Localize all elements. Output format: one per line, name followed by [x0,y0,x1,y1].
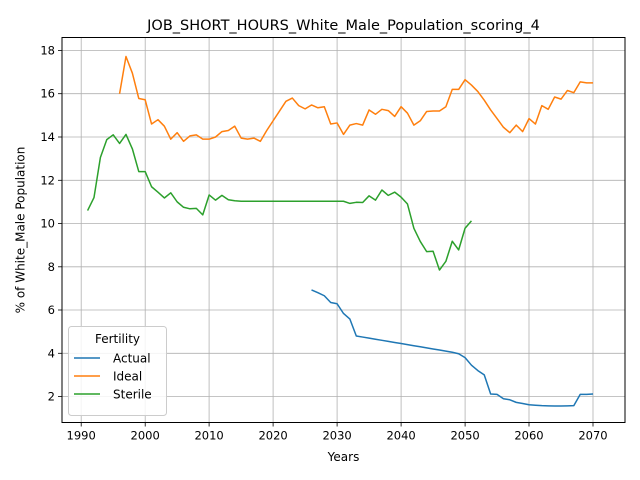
y-axis-label: % of White_Male Population [14,147,28,314]
x-tick-label: 2060 [514,429,543,443]
x-axis-label: Years [327,450,360,464]
x-tick-label: 2070 [578,429,607,443]
y-tick-label: 12 [40,173,55,187]
x-tick-label: 2030 [322,429,351,443]
y-tick-label: 10 [40,217,55,231]
y-tick-label: 8 [48,260,55,274]
legend: Fertility Actual Ideal Sterile [68,326,167,416]
y-tick-label: 18 [40,44,55,58]
series-line-actual [311,289,594,407]
y-tick-label: 2 [48,390,55,404]
y-tick-label: 6 [48,303,55,317]
series-layer [86,55,594,407]
x-tick-label: 2050 [450,429,479,443]
y-axis: 2 4 6 8 10 12 14 16 18 [40,44,62,404]
x-axis: 1990 2000 2010 2020 2030 2040 2050 2060 2070 [67,422,608,443]
y-tick-label: 16 [40,87,55,101]
legend-label-sterile: Sterile [113,388,152,402]
legend-label-actual: Actual [113,352,151,366]
series-line-sterile [86,133,473,271]
x-tick-label: 2040 [386,429,415,443]
x-tick-label: 2020 [258,429,287,443]
legend-title: Fertility [95,332,140,346]
x-tick-label: 2010 [194,429,223,443]
y-tick-label: 14 [40,130,55,144]
plot-frame [61,37,626,423]
series-line-ideal [118,55,594,143]
grid [62,37,625,423]
chart-title: JOB_SHORT_HOURS_White_Male_Population_sc… [146,18,540,34]
y-tick-label: 4 [48,346,55,360]
x-tick-label: 1990 [67,429,96,443]
x-tick-label: 2000 [131,429,160,443]
legend-label-ideal: Ideal [113,370,142,384]
